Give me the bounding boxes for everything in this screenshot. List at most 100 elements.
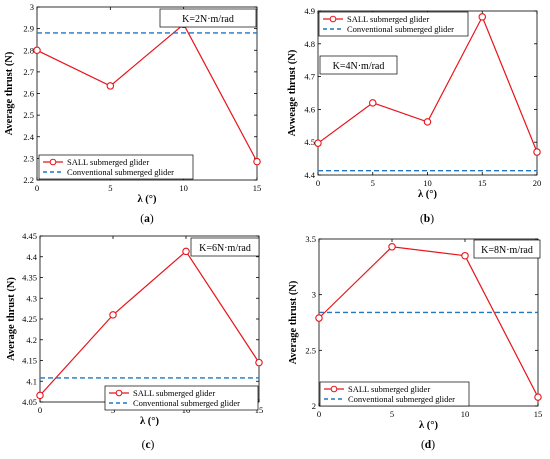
- annotation-box: [190, 237, 260, 257]
- x-tick-label: 15: [534, 409, 543, 419]
- panel-label: (d): [421, 439, 435, 451]
- legend-entry: Conventional submerged glider: [347, 24, 454, 34]
- y-tick-label: 2.6: [23, 89, 34, 99]
- data-point: [106, 82, 115, 90]
- x-tick-label: 5: [371, 178, 375, 188]
- x-tick-label: 20: [533, 178, 542, 188]
- data-point: [533, 148, 541, 156]
- series-line-sall: [36, 23, 258, 162]
- y-tick-label: 2.9: [23, 24, 34, 34]
- legend-box: [318, 11, 469, 37]
- chart-panel-a: 0 5 10 15 2.2 2.3 2.4 2.5 2.6 2.7 2.8 2.9 3 Average t…: [4, 2, 261, 225]
- y-tick-label: 4.1: [26, 376, 37, 386]
- chart-panel-d: 0 5 10 15 2 2.5 3 3.5 Average thrust (N) λ (°) K=8…: [288, 234, 542, 451]
- y-tick-label: 4.35: [22, 273, 37, 283]
- x-axis-label: λ (°): [418, 189, 437, 200]
- x-tick-label: 0: [317, 409, 321, 419]
- y-tick-label: 4.3: [26, 293, 37, 303]
- x-tick-label: 15: [255, 405, 264, 415]
- y-tick-label: 3.5: [305, 234, 316, 244]
- legend-box: [319, 381, 470, 407]
- y-tick-label: 4.5: [304, 137, 315, 147]
- x-tick-label: 5: [390, 409, 394, 419]
- y-tick-label: 4.2: [26, 335, 37, 345]
- data-point: [461, 251, 469, 260]
- y-tick-label: 2.3: [23, 153, 34, 163]
- x-axis-label: λ (°): [138, 194, 157, 205]
- x-tick-label: 15: [478, 178, 487, 188]
- y-tick-label: 2.8: [23, 45, 34, 55]
- data-point: [109, 311, 117, 319]
- y-axis-label: Avweage thrust (N): [287, 49, 298, 136]
- y-axis-label: Average thrust (N): [6, 277, 17, 361]
- legend-marker: [330, 385, 338, 393]
- annotation-box: [159, 8, 257, 28]
- y-tick-label: 4.05: [22, 397, 37, 407]
- y-tick-label: 2.4: [23, 132, 34, 142]
- annotation-label: K=6N·m/rad: [199, 243, 251, 254]
- panel-label: (c): [142, 439, 155, 451]
- y-tick-label: 4.7: [304, 72, 315, 82]
- series-line-sall: [318, 246, 539, 398]
- x-tick-label: 10: [179, 183, 188, 193]
- y-tick-label: 2.2: [23, 175, 34, 185]
- annotation-box: [473, 239, 541, 259]
- data-point: [255, 358, 263, 367]
- data-point: [423, 118, 432, 126]
- data-point: [33, 46, 41, 54]
- legend-entry: SALL submerged glider: [347, 14, 429, 24]
- panel-label: (a): [140, 213, 154, 225]
- y-tick-label: 2: [312, 401, 316, 411]
- legend-entry: Conventional submerged glider: [67, 167, 174, 177]
- legend-entry: SALL submerged glider: [67, 157, 149, 167]
- y-tick-label: 4.4: [304, 170, 315, 180]
- plot-frame: [318, 238, 539, 407]
- x-tick-label: 0: [38, 405, 42, 415]
- legend-entry: SALL submerged glider: [133, 388, 215, 398]
- y-tick-label: 2.5: [23, 110, 34, 120]
- annotation-label: K=4N·m/rad: [333, 61, 385, 72]
- data-point: [534, 393, 542, 401]
- annotation-box: [319, 55, 398, 75]
- data-point: [368, 99, 377, 107]
- data-point: [182, 247, 190, 256]
- x-tick-label: 10: [423, 178, 432, 188]
- y-tick-label: 3: [312, 290, 316, 300]
- legend-marker: [329, 15, 337, 23]
- y-axis-label: Average thrust (N): [4, 51, 15, 135]
- y-tick-label: 3: [30, 2, 34, 12]
- x-axis-label: λ (°): [419, 420, 438, 431]
- x-axis-label: λ (°): [140, 416, 159, 427]
- y-tick-label: 2.7: [23, 67, 34, 77]
- plot-frame: [317, 10, 538, 176]
- y-tick-label: 4.45: [22, 231, 37, 241]
- legend-entry: SALL submerged glider: [348, 384, 430, 394]
- legend-box: [104, 385, 259, 411]
- y-tick-label: 4.4: [26, 252, 37, 262]
- data-point: [253, 157, 261, 166]
- y-tick-label: 4.25: [22, 314, 37, 324]
- legend-marker: [115, 389, 123, 397]
- data-point: [388, 243, 396, 251]
- y-tick-label: 4.15: [22, 356, 37, 366]
- y-axis-label: Average thrust (N): [288, 280, 299, 364]
- x-tick-label: 10: [461, 409, 470, 419]
- chart-panel-c: 0510154.054.14.154.24.254.34.354.44.45Av…: [6, 231, 263, 451]
- series-line-sall: [39, 250, 260, 396]
- y-tick-label: 2.5: [305, 345, 316, 355]
- chart-panel-b: 0 5 10 15 20 4.4 4.5 4.6 4.7 4.8 4.9 Avweage thrust…: [287, 6, 541, 225]
- plot-frame: [39, 235, 260, 403]
- legend-entry: Conventional submerged glider: [133, 398, 240, 408]
- x-tick-label: 5: [108, 183, 112, 193]
- legend-marker: [49, 158, 57, 166]
- annotation-label: K=8N·m/rad: [481, 245, 533, 256]
- y-tick-label: 4.6: [304, 104, 315, 114]
- y-tick-label: 4.9: [304, 6, 315, 16]
- data-point: [315, 314, 323, 322]
- panel-label: (b): [420, 213, 434, 225]
- x-tick-label: 0: [316, 178, 320, 188]
- x-tick-label: 15: [253, 183, 262, 193]
- x-tick-label: 0: [35, 183, 39, 193]
- legend-box: [38, 154, 194, 180]
